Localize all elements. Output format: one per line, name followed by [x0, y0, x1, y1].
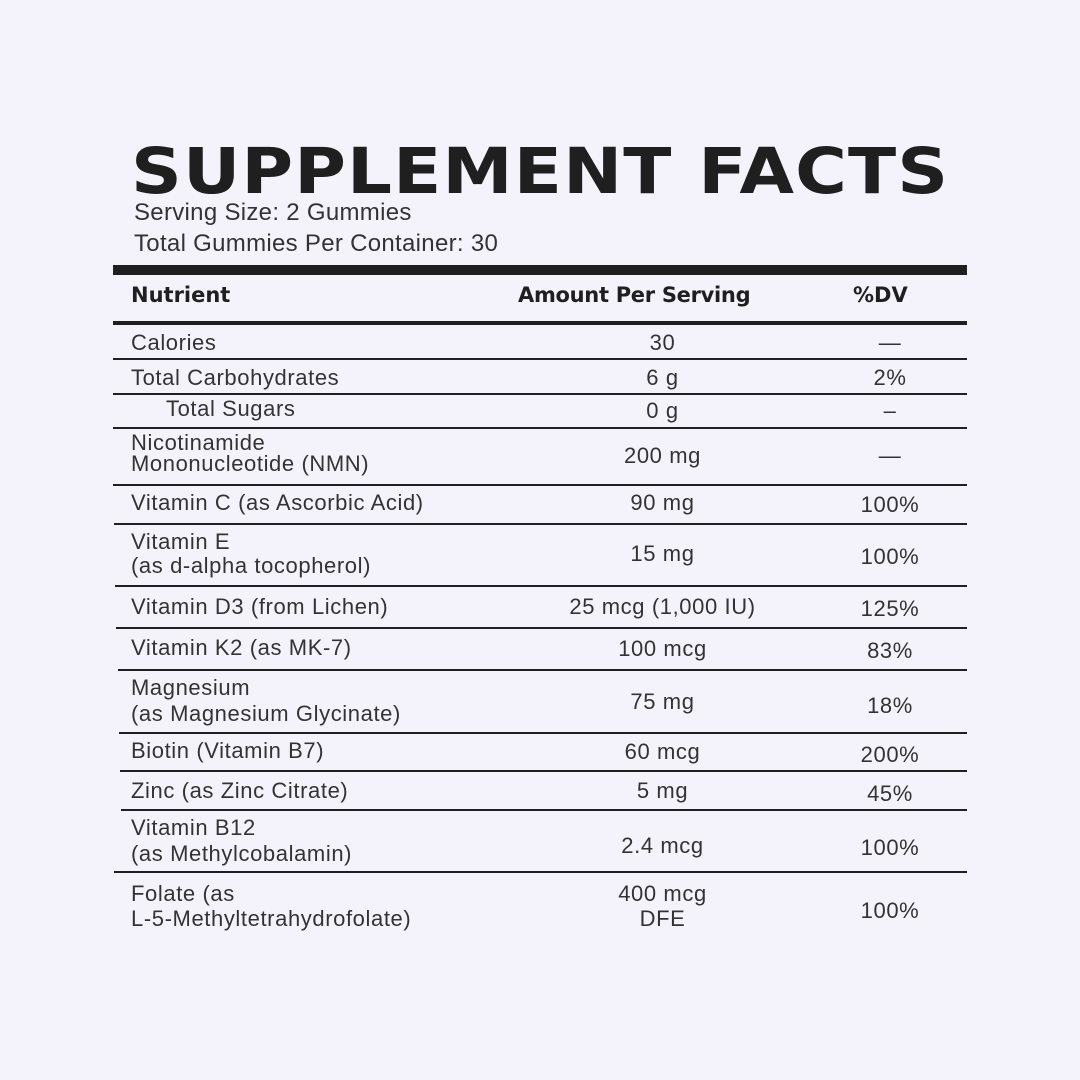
nutrient-dv: —: [878, 443, 902, 468]
row-divider: [121, 809, 967, 811]
nutrient-dv: 2%: [873, 365, 907, 390]
row-divider: [113, 427, 967, 429]
nutrient-dv: –: [883, 398, 897, 423]
nutrient-dv: 18%: [867, 693, 913, 718]
row-divider: [118, 669, 967, 671]
row-divider: [115, 585, 967, 587]
nutrient-amount: 75 mg: [630, 689, 695, 714]
nutrient-dv: 100%: [860, 492, 920, 517]
nutrient-amount: 90 mg: [630, 490, 695, 515]
nutrient-dv: 83%: [867, 638, 913, 663]
nutrient-name-detail: L-5-Methyltetrahydrofolate): [131, 906, 412, 931]
nutrient-name: Vitamin E: [131, 529, 231, 554]
nutrient-name-detail: (as Methylcobalamin): [131, 841, 353, 866]
nutrient-name: Magnesium: [131, 675, 251, 700]
nutrient-name-detail: (as Magnesium Glycinate): [131, 701, 401, 726]
nutrient-name: Nicotinamide: [131, 430, 266, 455]
nutrient-amount: 15 mg: [630, 541, 695, 566]
nutrient-dv: 100%: [860, 544, 920, 569]
nutrient-dv: 200%: [860, 742, 920, 767]
nutrient-name: Vitamin C (as Ascorbic Acid): [131, 490, 424, 515]
row-divider: [114, 871, 967, 873]
row-divider: [120, 770, 967, 772]
nutrient-name: Folate (as: [131, 881, 235, 906]
row-divider: [113, 393, 967, 395]
row-divider: [119, 732, 967, 734]
nutrient-amount: 5 mg: [636, 778, 689, 803]
nutrient-amount: 25 mcg (1,000 IU): [569, 594, 756, 619]
row-divider: [116, 627, 967, 629]
label-title: SUPPLEMENT FACTS: [131, 135, 950, 208]
header-dv: %DV: [853, 283, 908, 307]
nutrient-amount: 30: [649, 330, 676, 355]
header-nutrient: Nutrient: [131, 283, 231, 307]
nutrient-name-detail: (as d-alpha tocopherol): [131, 553, 372, 578]
nutrient-name-detail: Mononucleotide (NMN): [131, 451, 370, 476]
row-divider: [113, 484, 967, 486]
thick-divider: [113, 265, 967, 275]
nutrient-amount: 6 g: [646, 365, 679, 390]
nutrient-name: Vitamin K2 (as MK-7): [131, 635, 352, 660]
nutrient-name: Biotin (Vitamin B7): [131, 738, 325, 763]
nutrient-amount: 200 mg: [624, 443, 701, 468]
row-divider: [114, 523, 967, 525]
row-divider: [113, 358, 967, 360]
nutrient-dv: —: [878, 330, 902, 355]
nutrient-amount-unit: DFE: [639, 906, 686, 931]
header-divider: [113, 321, 967, 325]
nutrient-dv: 45%: [867, 781, 913, 806]
nutrient-name: Vitamin D3 (from Lichen): [131, 594, 389, 619]
nutrient-name: Zinc (as Zinc Citrate): [131, 778, 349, 803]
header-amount: Amount Per Serving: [518, 283, 751, 307]
nutrient-amount: 2.4 mcg: [621, 833, 704, 858]
serving-size: Serving Size: 2 Gummies: [134, 199, 412, 226]
nutrient-name: Total Sugars: [166, 396, 296, 421]
servings-per-container: Total Gummies Per Container: 30: [134, 230, 499, 257]
nutrient-name: Vitamin B12: [131, 815, 256, 840]
nutrient-dv: 125%: [860, 596, 920, 621]
nutrient-name: Calories: [131, 330, 217, 355]
nutrient-name: Total Carbohydrates: [131, 365, 340, 390]
nutrient-dv: 100%: [860, 835, 920, 860]
nutrient-dv: 100%: [860, 898, 920, 923]
nutrient-amount: 60 mcg: [624, 739, 701, 764]
nutrient-amount: 400 mcg: [618, 881, 707, 906]
nutrient-amount: 0 g: [646, 398, 679, 423]
nutrient-amount: 100 mcg: [618, 636, 707, 661]
